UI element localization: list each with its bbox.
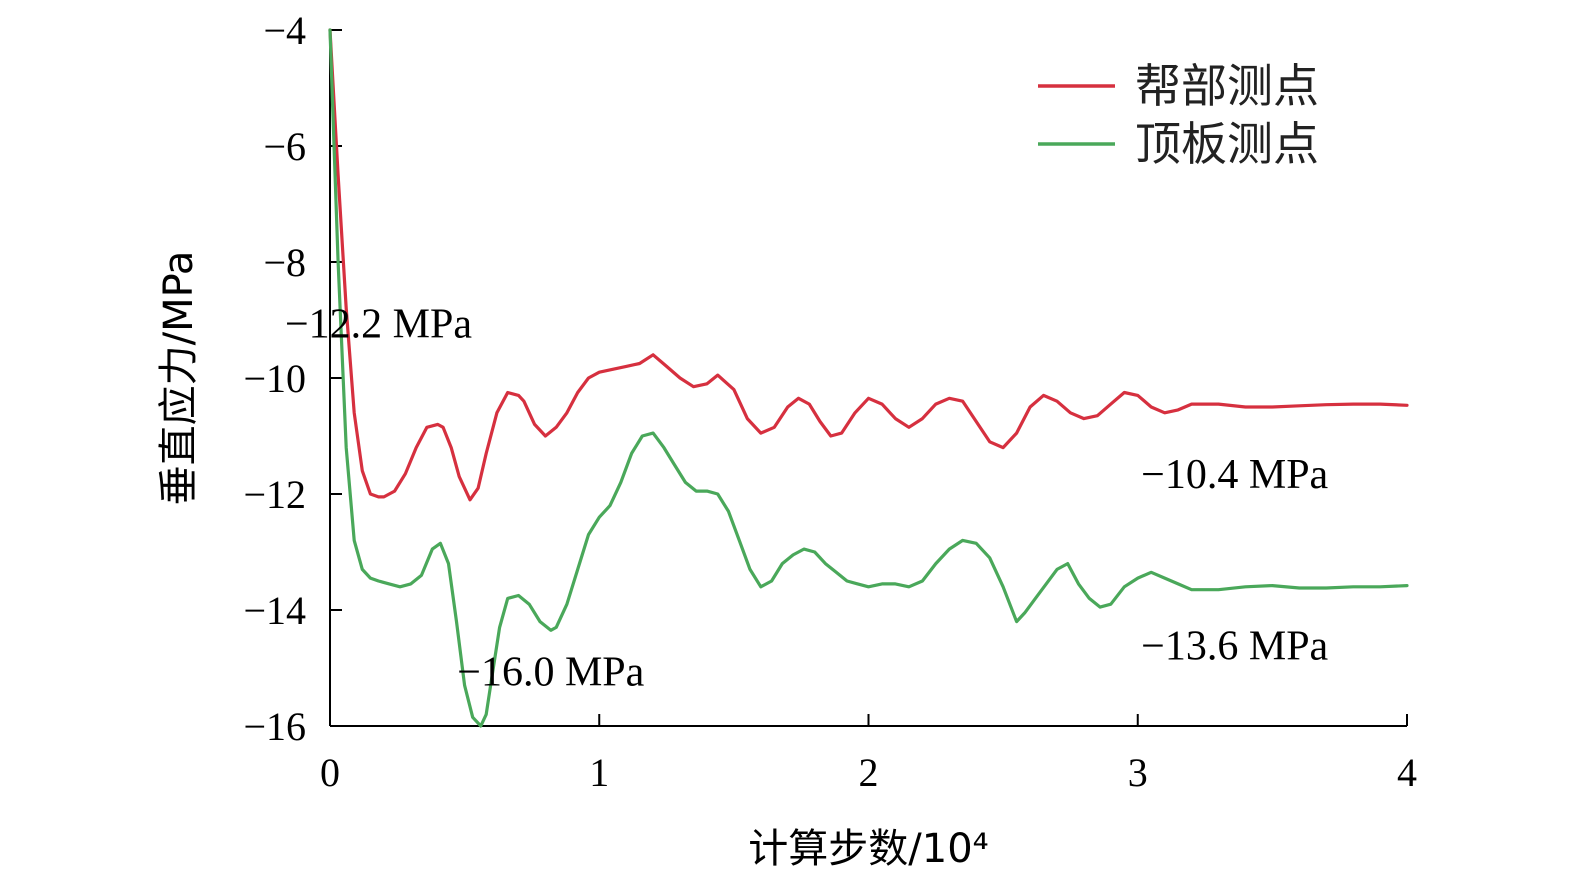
y-tick-label: −6	[263, 124, 306, 169]
data-annotation: −12.2 MPa	[285, 301, 472, 347]
series-group	[328, 28, 1409, 728]
y-tick-label: −12	[243, 472, 306, 517]
axes: −4 −6 −8 −10 −12 −14 −16 0 1 2 3 4	[243, 8, 1417, 795]
annotations-group: −12.2 MPa −16.0 MPa −10.4 MPa −13.6 MPa	[285, 301, 1329, 695]
data-annotation: −13.6 MPa	[1141, 623, 1328, 669]
x-tick-label: 4	[1397, 750, 1417, 795]
legend-label: 帮部测点	[1135, 59, 1319, 113]
x-tick-label: 0	[320, 750, 340, 795]
y-tick-label: −4	[263, 8, 306, 53]
y-tick-label: −14	[243, 588, 306, 633]
data-annotation: −16.0 MPa	[457, 649, 644, 695]
y-tick-label: −10	[243, 356, 306, 401]
series-line-1	[328, 28, 1409, 502]
x-tick-label: 1	[589, 750, 609, 795]
y-axis-label: 垂直应力/MPa	[156, 251, 202, 506]
x-tick-label: 3	[1128, 750, 1148, 795]
y-tick-label: −16	[243, 704, 306, 749]
series-line-2	[328, 28, 1409, 728]
x-axis-label: 计算步数/10⁴	[748, 826, 988, 872]
x-tick-label: 2	[859, 750, 879, 795]
data-annotation: −10.4 MPa	[1141, 452, 1328, 498]
legend-label: 顶板测点	[1135, 117, 1319, 171]
y-tick-label: −8	[263, 240, 306, 285]
